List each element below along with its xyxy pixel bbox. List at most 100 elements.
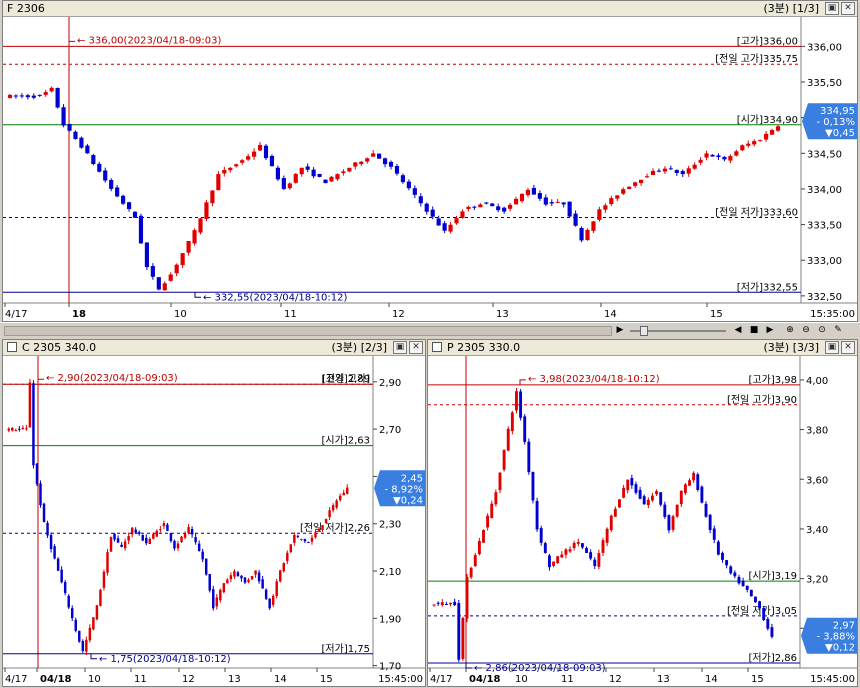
- chart-area[interactable]: 336,00335,50335,00334,50334,00333,50333,…: [3, 17, 858, 322]
- candle-body: [85, 145, 90, 154]
- candle-body: [233, 571, 236, 577]
- next-icon[interactable]: ▶: [766, 325, 774, 335]
- y-tick-label: 3,20: [806, 575, 828, 586]
- low-marker-arrow: [194, 292, 201, 298]
- scroll-right-icon[interactable]: ▶: [616, 325, 624, 335]
- candle-body: [634, 484, 638, 493]
- candle-body: [432, 604, 436, 606]
- chart-area[interactable]: 2,902,702,502,302,101,901,704/1704/18101…: [3, 356, 426, 687]
- candle-body: [555, 201, 560, 203]
- candle-body: [293, 534, 296, 543]
- y-tick-label: 3,40: [806, 525, 828, 536]
- candle-body: [126, 202, 132, 210]
- candle-body: [335, 174, 340, 180]
- close-icon[interactable]: ✕: [841, 341, 855, 354]
- settings-icon[interactable]: ▣: [825, 2, 839, 15]
- close-icon[interactable]: ✕: [841, 2, 855, 15]
- candle-body: [347, 167, 352, 172]
- zoom-in-icon[interactable]: ⊕: [786, 325, 794, 335]
- x-tick-label: 04/18: [469, 674, 501, 685]
- candle-body: [275, 167, 280, 180]
- candle-body: [721, 552, 724, 560]
- x-tick-label: 10: [174, 309, 187, 320]
- x-tick-label: 14: [604, 309, 617, 320]
- zoom-slider-thumb[interactable]: [640, 326, 648, 336]
- candle-body: [11, 427, 14, 431]
- candle-body: [626, 479, 630, 491]
- candle-body: [186, 241, 191, 253]
- candle-body: [556, 556, 560, 564]
- candle-body: [78, 630, 81, 642]
- candle-body: [615, 195, 620, 199]
- candle-body: [651, 495, 654, 501]
- candle-body: [758, 140, 763, 142]
- close-icon[interactable]: ✕: [409, 341, 423, 354]
- candle-body: [752, 141, 757, 145]
- candle-body: [261, 579, 264, 589]
- candle-body: [605, 528, 609, 543]
- y-tick-label: 2,90: [379, 378, 401, 389]
- pane-titlebar: P 2305 330.0 (3분) [3/3] ▣ ✕: [428, 340, 857, 356]
- candle-body: [454, 218, 459, 224]
- candle-body: [537, 193, 542, 199]
- candle-body: [85, 639, 88, 652]
- candle-body: [436, 218, 441, 226]
- settings-icon[interactable]: ▣: [825, 341, 839, 354]
- candle-body: [228, 167, 233, 171]
- candle-body: [552, 561, 555, 566]
- pane-checkbox[interactable]: [432, 342, 442, 352]
- zoom-slider[interactable]: [630, 330, 726, 332]
- candle-body: [25, 428, 28, 430]
- current-price-text: ▼0,45: [825, 128, 855, 139]
- x-tick-label: 13: [657, 674, 670, 685]
- candle-body: [109, 179, 114, 189]
- settings-icon[interactable]: ▣: [393, 341, 407, 354]
- candle-body: [561, 202, 566, 205]
- chart-pane-p2305: P 2305 330.0 (3분) [3/3] ▣ ✕ 4,00 3,80 3,60…: [427, 339, 858, 687]
- candle-body: [103, 170, 108, 181]
- candle-body: [591, 221, 596, 231]
- tool-icon[interactable]: ✎: [834, 325, 842, 335]
- horizontal-scrollbar[interactable]: [4, 326, 612, 336]
- candle-body: [116, 538, 120, 543]
- candle-body: [644, 176, 650, 178]
- candle-body: [137, 532, 141, 534]
- candle-body: [215, 597, 219, 607]
- candle-body: [321, 525, 324, 530]
- candle-body: [531, 187, 536, 195]
- y-tick-label: 3,60: [806, 475, 828, 486]
- candle-body: [328, 510, 331, 518]
- x-tick-label: 18: [72, 309, 86, 320]
- zoom-out-icon[interactable]: ⊖: [802, 325, 810, 335]
- candle-body: [382, 158, 388, 165]
- stop-icon[interactable]: ■: [749, 325, 759, 335]
- candle-body: [208, 574, 211, 591]
- pane-checkbox[interactable]: [7, 342, 17, 352]
- candle-body: [335, 500, 338, 508]
- candle-body: [46, 522, 49, 536]
- candle-body: [543, 543, 547, 553]
- candle-body: [141, 534, 144, 541]
- candle-body: [67, 124, 72, 131]
- candle-body: [472, 206, 477, 208]
- candle-body: [257, 144, 263, 151]
- candle-body: [700, 486, 704, 503]
- candle-body: [523, 416, 527, 442]
- magnifier-icon[interactable]: ⊙: [818, 325, 826, 335]
- x-tick-label: 15: [710, 309, 723, 320]
- candle-body: [138, 215, 144, 244]
- candle-body: [770, 627, 774, 637]
- candle-body: [204, 202, 209, 219]
- candle-body: [240, 575, 243, 579]
- candle-body: [226, 579, 229, 584]
- candle-body: [42, 503, 46, 523]
- chart-area[interactable]: 4,003,803,603,403,203,004/1704/181011121…: [428, 356, 858, 687]
- candle-body: [275, 581, 278, 597]
- candle-body: [498, 472, 502, 491]
- x-tick-label: 15: [320, 674, 333, 685]
- prev-icon[interactable]: ◀: [734, 325, 742, 335]
- candle-body: [271, 595, 275, 605]
- candle-body: [394, 166, 400, 174]
- candle-body: [18, 428, 21, 430]
- candle-body: [81, 641, 85, 651]
